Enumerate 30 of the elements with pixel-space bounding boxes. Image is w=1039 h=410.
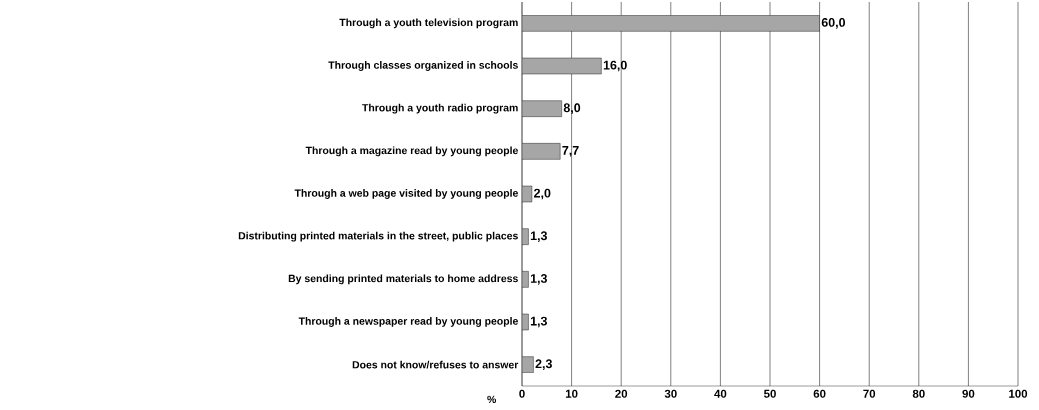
data-label: 2,3 <box>535 359 552 370</box>
data-label: 7,7 <box>562 146 579 157</box>
data-label: 60,0 <box>821 18 846 29</box>
y-tick-label: By sending printed materials to home address <box>288 274 518 285</box>
y-tick-label: Through a newspaper read by young people <box>298 317 518 327</box>
y-tick-label: Through a magazine read by young people <box>305 146 518 157</box>
x-axis-title: % <box>487 395 497 403</box>
x-tick-label: 50 <box>763 389 776 398</box>
x-tick-label: 40 <box>714 389 727 398</box>
x-tick-label: 30 <box>664 389 677 398</box>
data-label: 16,0 <box>603 60 627 72</box>
x-tick-label: 10 <box>565 389 578 398</box>
x-tick-label: 90 <box>962 389 975 398</box>
x-tick-label: 0 <box>519 389 525 398</box>
x-tick-label: 80 <box>912 389 925 398</box>
x-tick-label: 20 <box>615 389 628 398</box>
y-tick-label: Distributing printed materials in the street, public places <box>238 231 518 242</box>
data-label: 1,3 <box>530 231 547 242</box>
x-tick-label: 70 <box>863 389 876 398</box>
y-tick-label: Through classes organized in schools <box>328 61 518 71</box>
y-tick-label: Through a youth radio program <box>362 103 518 114</box>
x-tick-label: 60 <box>813 389 826 398</box>
data-label: 8,0 <box>563 103 581 114</box>
data-label: 2,0 <box>534 188 551 200</box>
x-tick-label: 100 <box>1009 389 1028 398</box>
y-tick-label: Through a youth television program <box>339 18 518 29</box>
y-tick-label: Through a web page visited by young people <box>294 189 518 199</box>
data-label: 1,3 <box>530 316 547 328</box>
y-tick-label: Does not know/refuses to answer <box>352 360 519 369</box>
data-label: 1,3 <box>530 274 547 285</box>
